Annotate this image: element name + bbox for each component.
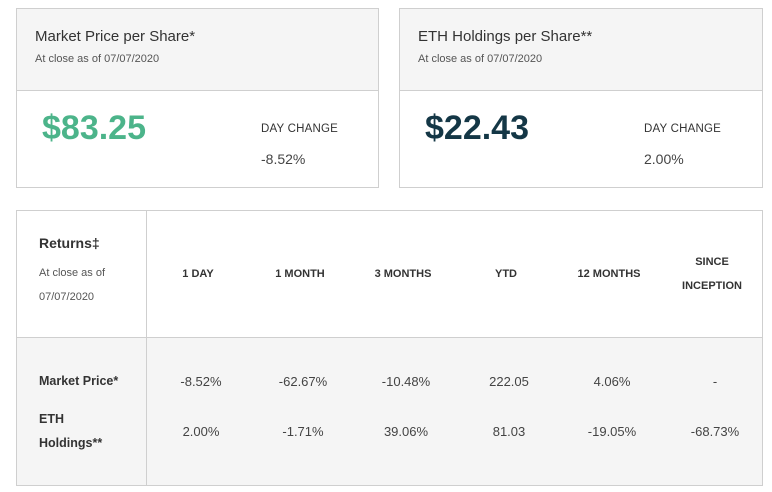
market-price-card: Market Price per Share* At close as of 0… <box>16 8 379 188</box>
cell-eth-1-month: -1.71% <box>282 424 324 439</box>
market-day-change-value: -8.52% <box>261 151 306 167</box>
column-header-since-inception: SINCE INCEPTION <box>682 256 742 292</box>
eth-day-change-label: DAY CHANGE <box>644 123 721 135</box>
cell-eth-ytd: 81.03 <box>492 424 526 439</box>
cell-eth-1-day: 2.00% <box>182 424 220 439</box>
eth-day-change-value: 2.00% <box>644 151 684 167</box>
column-header-ytd: YTD <box>495 268 517 280</box>
returns-table: Returns‡ At close as of 07/07/2020 1 DAY… <box>16 210 763 486</box>
cell-market-3-months: -10.48% <box>381 374 431 389</box>
market-price-value: $83.25 <box>42 109 146 147</box>
cell-market-1-month: -62.67% <box>278 374 328 389</box>
eth-holdings-subtitle: At close as of 07/07/2020 <box>418 53 543 65</box>
cell-market-ytd: 222.05 <box>489 374 529 389</box>
market-day-change-label: DAY CHANGE <box>261 123 338 135</box>
eth-holdings-card-header: ETH Holdings per Share** At close as of … <box>400 9 762 91</box>
eth-holdings-title: ETH Holdings per Share** <box>418 28 593 45</box>
market-price-title: Market Price per Share* <box>35 28 196 45</box>
returns-title: Returns‡ <box>39 235 100 251</box>
column-header-1-day: 1 DAY <box>182 268 214 280</box>
returns-body <box>17 338 762 485</box>
cell-eth-3-months: 39.06% <box>383 424 429 439</box>
eth-holdings-value: $22.43 <box>425 109 529 147</box>
market-price-subtitle: At close as of 07/07/2020 <box>35 53 160 65</box>
cell-eth-since-inception: -68.73% <box>690 424 740 439</box>
column-header-3-months: 3 MONTHS <box>374 268 432 280</box>
cell-market-since-inception: - <box>712 374 718 389</box>
column-header-1-month: 1 MONTH <box>275 268 325 280</box>
returns-column-divider <box>146 211 147 485</box>
row-label-eth-holdings: ETH Holdings** <box>39 412 103 450</box>
cell-market-12-months: 4.06% <box>593 374 631 389</box>
market-price-card-header: Market Price per Share* At close as of 0… <box>17 9 378 91</box>
row-label-market-price: Market Price* <box>39 374 119 388</box>
cell-eth-12-months: -19.05% <box>587 424 637 439</box>
column-header-12-months: 12 MONTHS <box>577 268 641 280</box>
returns-subtitle: At close as of 07/07/2020 <box>39 267 106 303</box>
cell-market-1-day: -8.52% <box>180 374 222 389</box>
eth-holdings-card: ETH Holdings per Share** At close as of … <box>399 8 763 188</box>
returns-header-row <box>17 211 762 338</box>
